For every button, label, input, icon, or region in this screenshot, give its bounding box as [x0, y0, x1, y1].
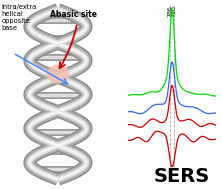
- Text: 786: 786: [168, 5, 173, 17]
- Text: SERS: SERS: [153, 167, 210, 186]
- Text: Abasic site: Abasic site: [50, 10, 97, 19]
- Ellipse shape: [47, 65, 70, 84]
- Text: Intra/extra
helical
opposite
base: Intra/extra helical opposite base: [1, 4, 37, 31]
- Text: 790: 790: [171, 5, 176, 17]
